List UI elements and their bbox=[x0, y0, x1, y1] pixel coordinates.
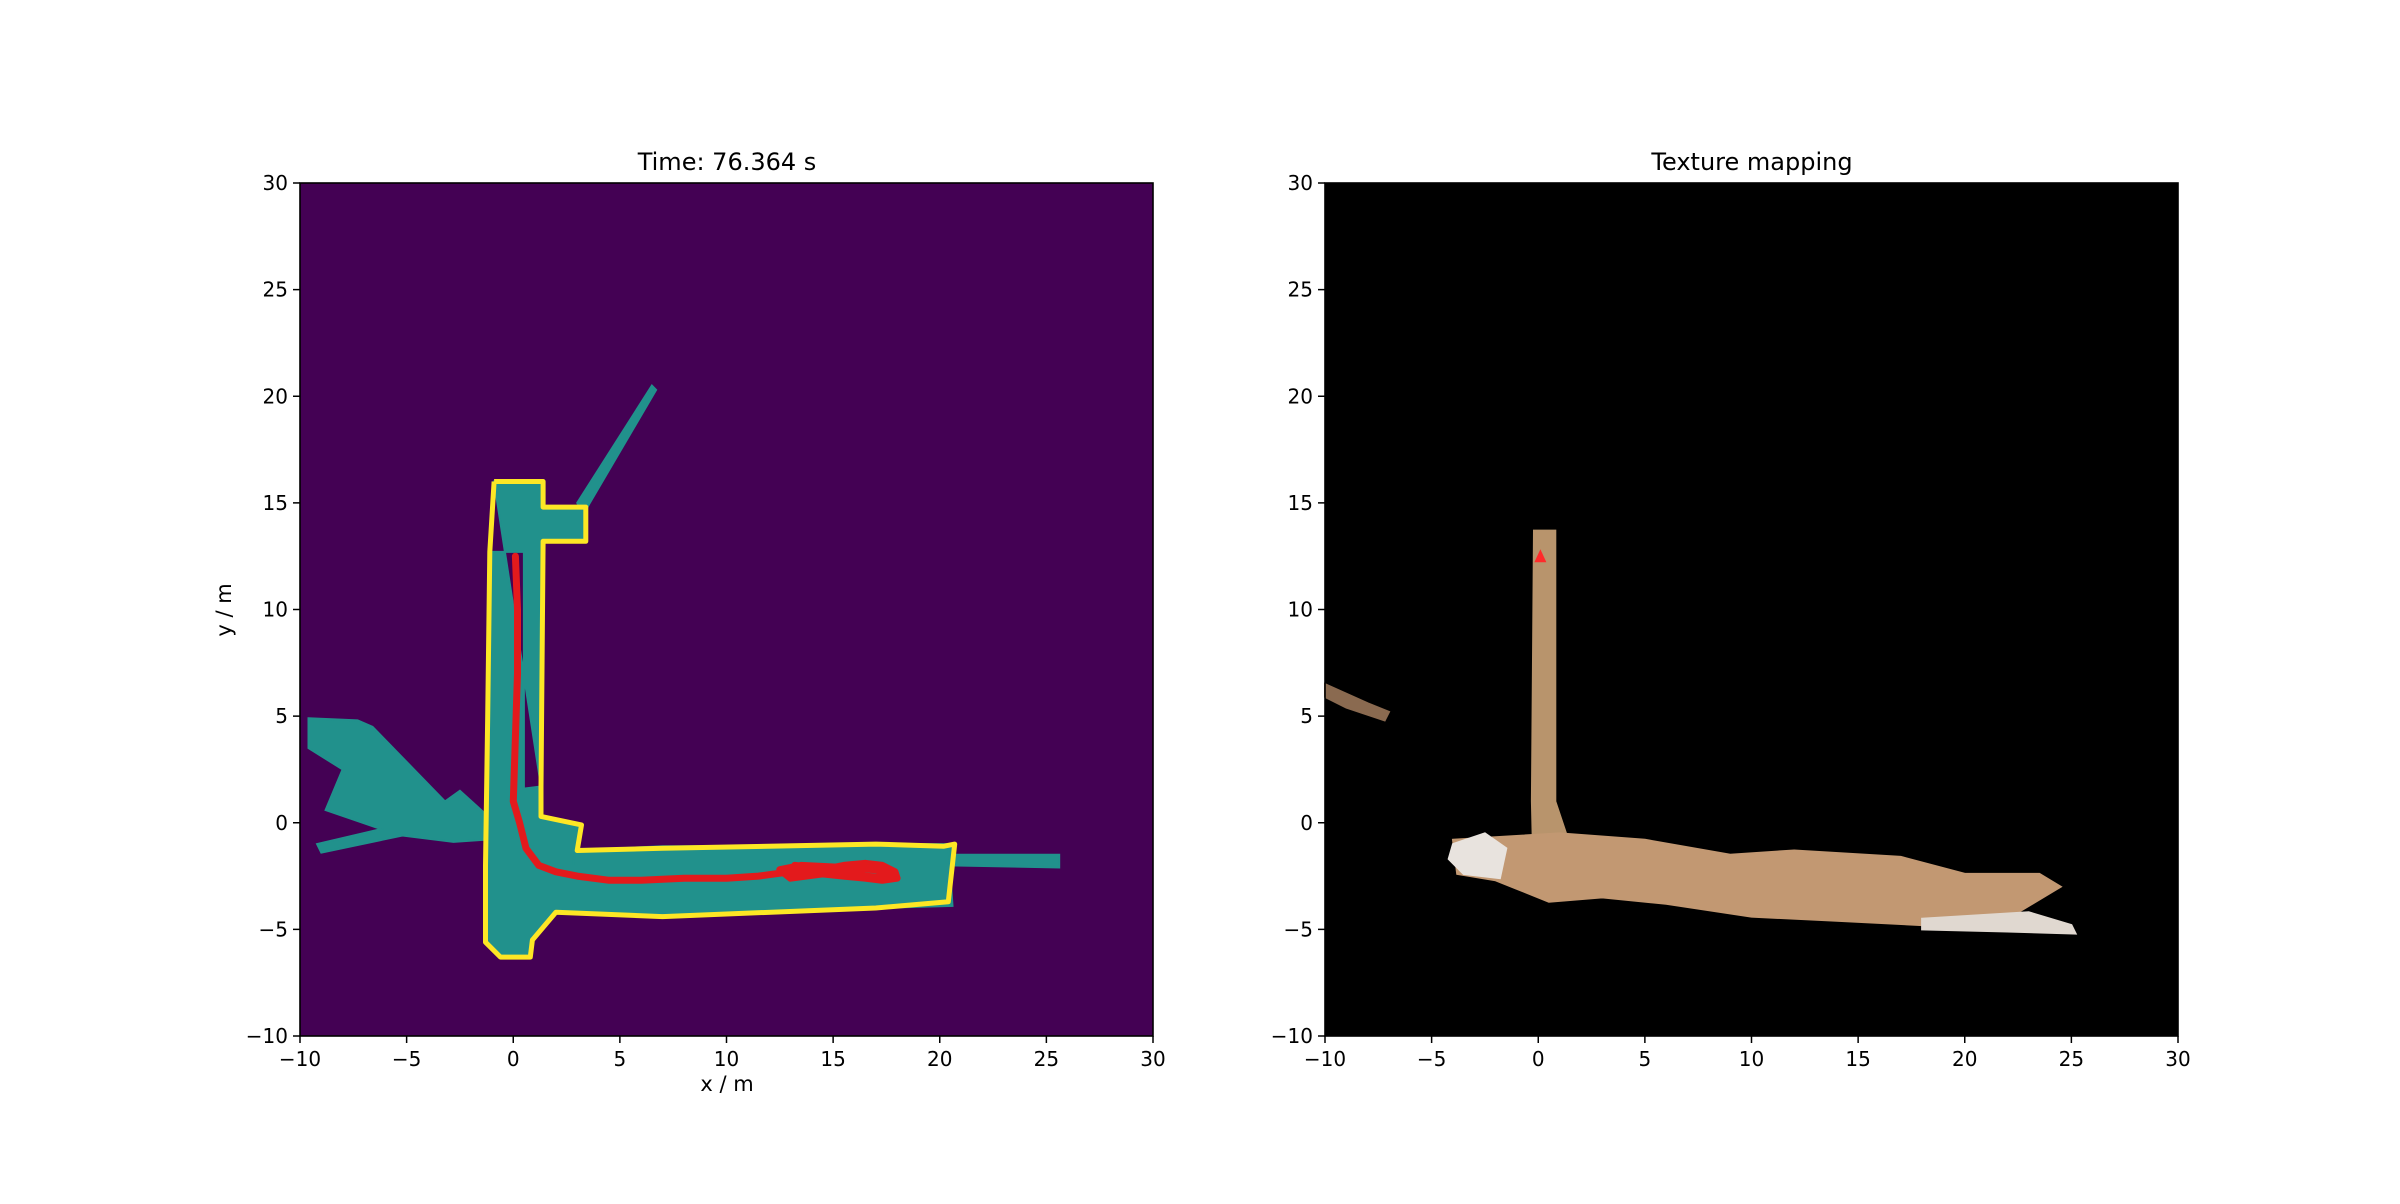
texture-x-tick-label: 10 bbox=[1739, 1047, 1764, 1071]
occupancy-y-tick-label: 10 bbox=[263, 598, 288, 622]
occupancy-y-tick-label: −5 bbox=[259, 917, 288, 941]
texture-x-tick-label: 15 bbox=[1845, 1047, 1870, 1071]
texture-map-panel: Texture mapping −10 −5 0 5 10 15 20 25 30 −10 −5 0… bbox=[1271, 148, 2191, 1071]
robot-trajectory bbox=[509, 552, 901, 884]
texture-y-tick-label: 30 bbox=[1288, 171, 1313, 195]
position-marker-layer bbox=[1534, 549, 1547, 563]
texture-map-title: Texture mapping bbox=[1650, 148, 1852, 176]
texture-y-tick-label: 25 bbox=[1288, 278, 1313, 302]
occupancy-y-tick-label: 25 bbox=[263, 278, 288, 302]
occupancy-x-tick-label: 15 bbox=[820, 1047, 845, 1071]
occupancy-map-panel: Time: 76.364 s −10 −5 0 5 10 15 20 25 30 −10 −5 0 5… bbox=[212, 148, 1166, 1096]
occupied-boundary bbox=[483, 479, 958, 960]
position-marker bbox=[1534, 549, 1547, 563]
occupancy-x-tick-label: 30 bbox=[1140, 1047, 1165, 1071]
texture-y-tick-label: 20 bbox=[1288, 384, 1313, 408]
occupancy-y-tick-label: 15 bbox=[263, 491, 288, 515]
texture-y-tick-label: 15 bbox=[1288, 491, 1313, 515]
texture-y-tick-label: 10 bbox=[1288, 598, 1313, 622]
occupancy-x-tick-label: 0 bbox=[507, 1047, 520, 1071]
texture-x-tick-label: −10 bbox=[1304, 1047, 1346, 1071]
x-axis-ticks: −10 −5 0 5 10 15 20 25 30 bbox=[279, 1036, 1166, 1071]
texture-x-tick-label: −5 bbox=[1417, 1047, 1446, 1071]
texture-x-tick-label: 30 bbox=[2165, 1047, 2190, 1071]
y-axis-label: y / m bbox=[212, 583, 236, 636]
free-region-upper-ray bbox=[576, 383, 658, 516]
texture-x-tick-label: 0 bbox=[1532, 1047, 1545, 1071]
occupancy-y-tick-label: −10 bbox=[246, 1024, 288, 1048]
texture-x-tick-label: 5 bbox=[1639, 1047, 1652, 1071]
occupancy-x-tick-label: 25 bbox=[1034, 1047, 1059, 1071]
free-region-right-ray bbox=[949, 853, 1061, 869]
occupancy-y-tick-label: 5 bbox=[275, 704, 288, 728]
texture-y-tick-label: 0 bbox=[1300, 811, 1313, 835]
trajectory-layer bbox=[509, 552, 901, 884]
occupancy-x-tick-label: 20 bbox=[927, 1047, 952, 1071]
texture-layer bbox=[1324, 529, 2078, 935]
occupancy-x-tick-label: −5 bbox=[392, 1047, 421, 1071]
occupancy-x-tick-label: −10 bbox=[279, 1047, 321, 1071]
occupancy-y-tick-label: 30 bbox=[263, 171, 288, 195]
occupancy-y-tick-label: 20 bbox=[263, 384, 288, 408]
y-axis-ticks: −10 −5 0 5 10 15 20 25 30 bbox=[246, 171, 300, 1048]
texture-x-tick-label: 25 bbox=[2059, 1047, 2084, 1071]
occupied-boundary-layer bbox=[483, 479, 958, 960]
y-axis-ticks: −10 −5 0 5 10 15 20 25 30 bbox=[1271, 171, 1325, 1048]
occupancy-x-tick-label: 10 bbox=[714, 1047, 739, 1071]
x-axis-label: x / m bbox=[700, 1072, 753, 1096]
texture-y-tick-label: −5 bbox=[1284, 917, 1313, 941]
free-region-left-fan bbox=[307, 717, 485, 854]
texture-x-tick-label: 20 bbox=[1952, 1047, 1977, 1071]
texture-region-right-specks bbox=[1921, 911, 2078, 935]
texture-y-tick-label: 5 bbox=[1300, 704, 1313, 728]
x-axis-ticks: −10 −5 0 5 10 15 20 25 30 bbox=[1304, 1036, 2191, 1071]
occupancy-y-tick-label: 0 bbox=[275, 811, 288, 835]
occupancy-x-tick-label: 5 bbox=[614, 1047, 627, 1071]
occupancy-map-title: Time: 76.364 s bbox=[637, 148, 817, 176]
texture-y-tick-label: −10 bbox=[1271, 1024, 1313, 1048]
texture-region-left-white-patch bbox=[1447, 832, 1508, 880]
